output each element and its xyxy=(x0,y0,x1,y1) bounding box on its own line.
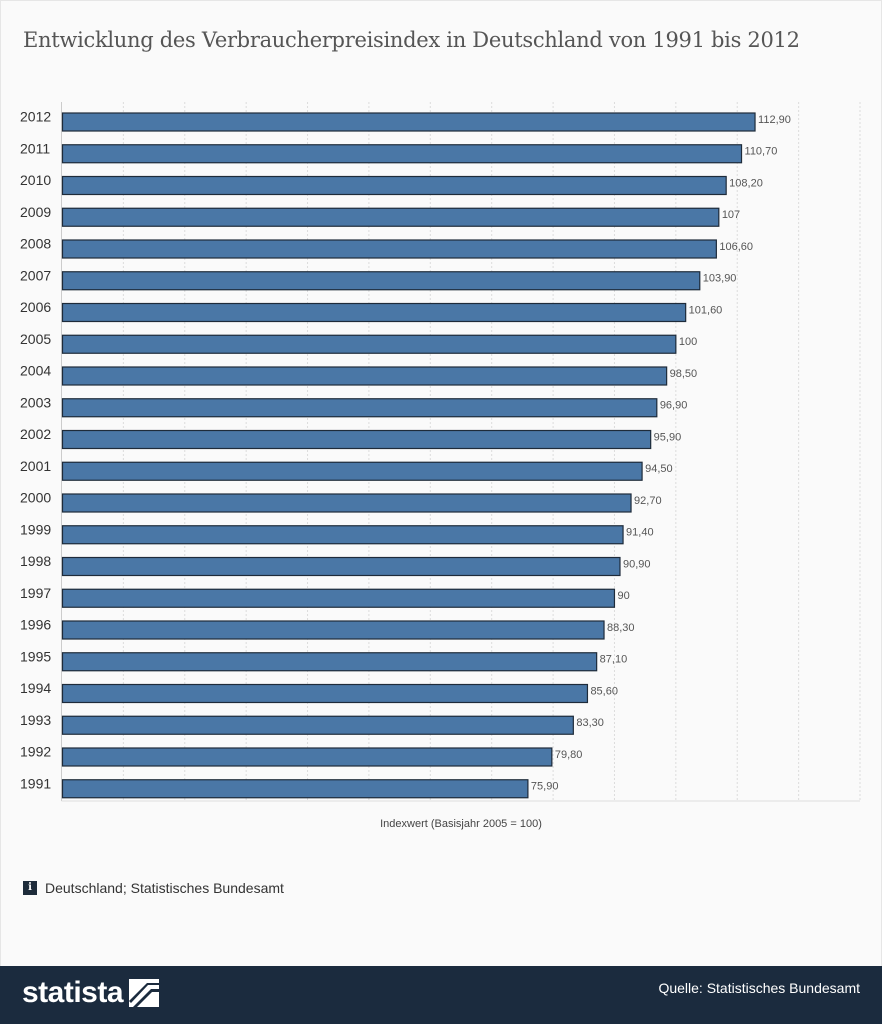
category-label: 2004 xyxy=(20,363,51,379)
category-label: 1995 xyxy=(20,648,51,664)
value-label: 96,90 xyxy=(660,400,688,412)
value-label: 100 xyxy=(679,336,697,348)
category-label: 1994 xyxy=(20,680,51,696)
category-label: 2002 xyxy=(20,426,51,442)
value-label: 98,50 xyxy=(670,368,698,380)
value-label: 106,60 xyxy=(719,241,753,253)
bar xyxy=(61,112,756,132)
value-label: 75,90 xyxy=(531,781,559,793)
chart-title: Entwicklung des Verbraucherpreisindex in… xyxy=(23,28,800,52)
bar xyxy=(61,493,632,513)
bar xyxy=(61,461,643,481)
value-label: 91,40 xyxy=(626,527,654,539)
value-label: 83,30 xyxy=(576,717,604,729)
bar xyxy=(61,239,717,259)
category-label: 1993 xyxy=(20,712,51,728)
bar xyxy=(61,683,589,704)
value-label: 92,70 xyxy=(634,495,662,507)
brand-name: statista xyxy=(22,976,124,1009)
category-label: 2009 xyxy=(20,204,51,220)
bar xyxy=(61,525,624,545)
bar xyxy=(61,398,658,418)
category-label: 1997 xyxy=(20,585,51,601)
category-label: 2001 xyxy=(20,458,51,474)
statista-mark-icon xyxy=(129,979,160,1007)
value-label: 85,60 xyxy=(590,685,618,697)
info-source-text: Deutschland; Statistisches Bundesamt xyxy=(45,880,284,896)
statista-logo[interactable]: statista xyxy=(22,976,160,1010)
category-label: 2011 xyxy=(20,140,50,156)
value-label: 108,20 xyxy=(729,177,763,189)
bar xyxy=(61,302,687,323)
category-label: 2007 xyxy=(20,267,51,283)
bar xyxy=(61,588,616,608)
bar xyxy=(61,175,727,196)
bar xyxy=(61,556,621,577)
value-label: 88,30 xyxy=(607,622,635,634)
value-label: 112,90 xyxy=(758,114,791,126)
value-label: 90 xyxy=(617,590,629,602)
value-label: 90,90 xyxy=(623,558,651,570)
bar xyxy=(61,334,677,354)
value-label: 79,80 xyxy=(555,749,583,761)
category-label: 2000 xyxy=(20,490,51,506)
category-label: 1991 xyxy=(20,775,51,791)
bar xyxy=(61,779,529,799)
value-label: 107 xyxy=(722,209,740,221)
bar xyxy=(61,207,720,227)
bar xyxy=(61,620,605,640)
value-label: 103,90 xyxy=(703,273,737,285)
category-label: 2008 xyxy=(20,236,51,252)
bar xyxy=(61,652,598,672)
bar xyxy=(61,715,574,735)
bar xyxy=(61,366,668,386)
category-label: 1996 xyxy=(20,617,51,633)
category-label: 2003 xyxy=(20,394,51,410)
category-label: 2005 xyxy=(20,331,51,347)
value-label: 110,70 xyxy=(745,146,778,158)
value-label: 87,10 xyxy=(600,654,628,666)
category-label: 2006 xyxy=(20,299,51,315)
value-label: 101,60 xyxy=(689,304,723,316)
footer: statista Quelle: Statistisches Bundesamt xyxy=(0,966,882,1024)
bar xyxy=(61,271,701,291)
source-label: Quelle: Statistisches Bundesamt xyxy=(658,980,860,996)
category-label: 1992 xyxy=(20,744,51,760)
value-label: 94,50 xyxy=(645,463,673,475)
bar xyxy=(61,144,743,164)
category-label: 2010 xyxy=(20,172,51,188)
value-label: 95,90 xyxy=(654,431,682,443)
info-row[interactable]: i Deutschland; Statistisches Bundesamt xyxy=(23,880,284,896)
category-label: 2012 xyxy=(20,109,51,125)
chart-container: Entwicklung des Verbraucherpreisindex in… xyxy=(0,0,882,967)
x-axis-title: Indexwert (Basisjahr 2005 = 100) xyxy=(380,818,542,830)
bar-chart: 2012 112,90 2011 110,70 2010 108,20 2009 107 200… xyxy=(20,102,861,830)
category-label: 1999 xyxy=(20,521,51,537)
category-label: 1998 xyxy=(20,553,51,569)
bar xyxy=(61,429,652,450)
bar xyxy=(61,747,553,767)
info-icon[interactable]: i xyxy=(23,881,37,895)
